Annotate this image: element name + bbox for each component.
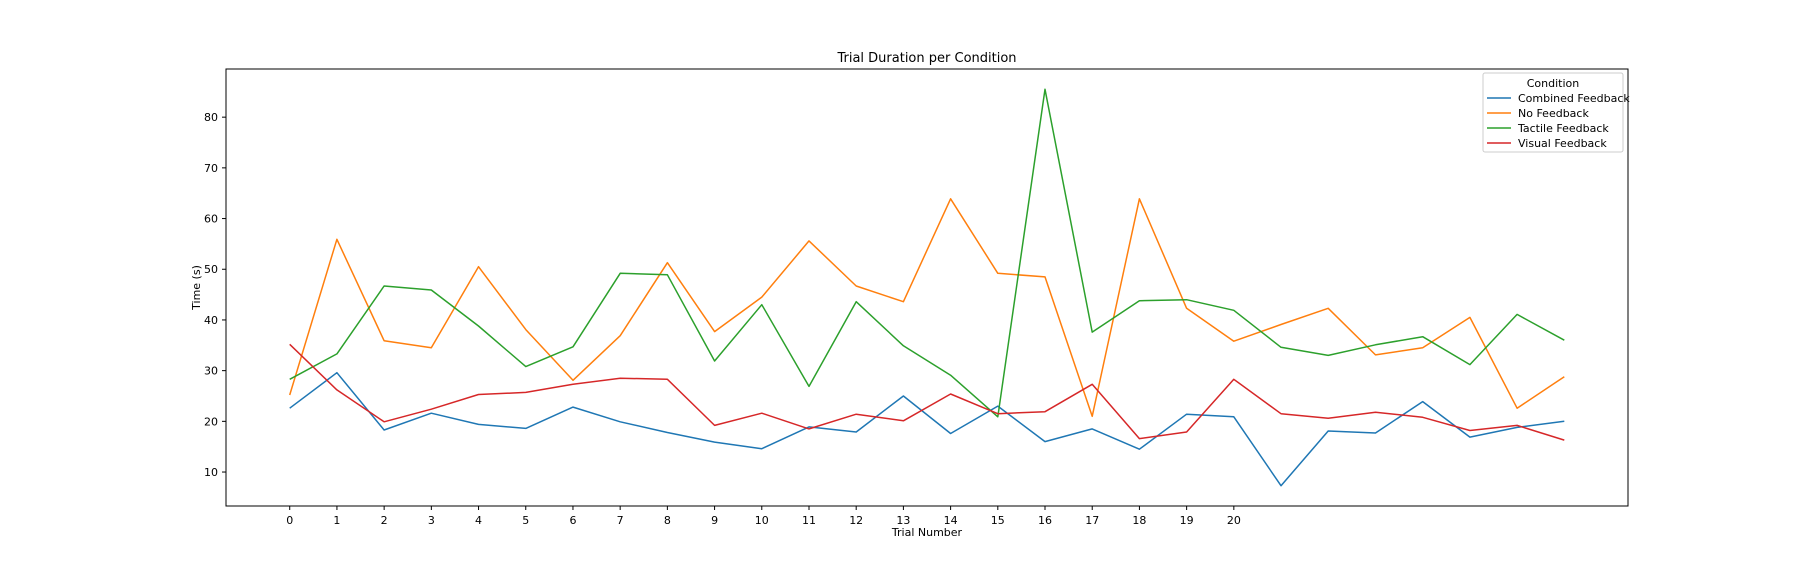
y-tick-label: 50: [204, 263, 218, 276]
y-tick-label: 70: [204, 162, 218, 175]
plot-frame: [225, 68, 1629, 507]
series-line-no-feedback: [288, 198, 1565, 418]
x-tick-label: 0: [286, 514, 293, 527]
x-tick-label: 6: [569, 514, 576, 527]
x-tick-label: 8: [664, 514, 671, 527]
x-tick-label: 12: [849, 514, 863, 527]
series-line-tactile-feedback: [289, 88, 1565, 418]
legend-label: Combined Feedback: [1518, 92, 1630, 105]
legend-label: No Feedback: [1518, 107, 1589, 120]
x-tick-label: 5: [522, 514, 529, 527]
x-axis: 0 1 2 3 4 5 6 7 8 9 10 11 12 13 14 15 16 17 18 19 20: [286, 506, 1241, 527]
x-tick-label: 14: [944, 514, 958, 527]
x-tick-label: 13: [896, 514, 910, 527]
x-tick-label: 17: [1085, 514, 1099, 527]
x-tick-label: 18: [1132, 514, 1146, 527]
y-tick-label: 30: [204, 365, 218, 378]
y-axis: 10 20 30 40 50 60 70 80: [204, 111, 226, 479]
y-tick-label: 60: [204, 213, 218, 226]
x-tick-label: 20: [1227, 514, 1241, 527]
x-tick-label: 3: [428, 514, 435, 527]
y-tick-label: 80: [204, 111, 218, 124]
x-tick-label: 15: [991, 514, 1005, 527]
x-tick-label: 10: [755, 514, 769, 527]
x-tick-label: 19: [1180, 514, 1194, 527]
y-tick-label: 20: [204, 415, 218, 428]
y-tick-label: 40: [204, 314, 218, 327]
series-line-combined-feedback: [289, 371, 1565, 487]
y-tick-label: 10: [204, 466, 218, 479]
legend: Condition Combined Feedback No Feedback Ta…: [1482, 72, 1630, 153]
legend-label: Tactile Feedback: [1517, 122, 1609, 135]
legend-box: [1482, 72, 1624, 153]
x-tick-label: 9: [711, 514, 718, 527]
x-tick-label: 11: [802, 514, 816, 527]
x-tick-label: 4: [475, 514, 482, 527]
x-tick-label: 2: [381, 514, 388, 527]
x-tick-label: 16: [1038, 514, 1052, 527]
series-line-visual-feedback: [289, 343, 1565, 441]
plot-area: [288, 88, 1565, 487]
legend-title: Condition: [1527, 77, 1580, 90]
legend-label: Visual Feedback: [1518, 137, 1607, 150]
y-axis-label: Time (s): [190, 265, 203, 311]
x-axis-label: Trial Number: [891, 526, 963, 539]
x-tick-label: 7: [617, 514, 624, 527]
chart-title: Trial Duration per Condition: [836, 51, 1016, 66]
x-tick-label: 1: [333, 514, 340, 527]
